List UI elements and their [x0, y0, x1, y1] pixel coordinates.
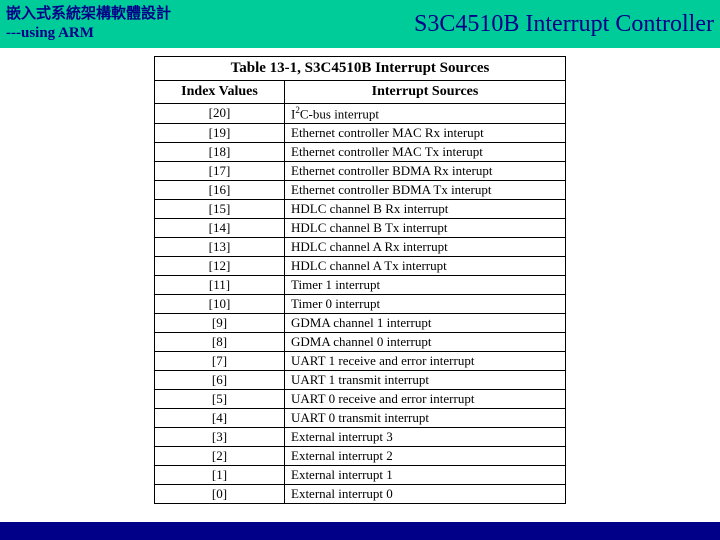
table-row: [17]Ethernet controller BDMA Rx interupt: [155, 162, 565, 181]
cell-index: [11]: [155, 276, 285, 294]
interrupt-table: Table 13-1, S3C4510B Interrupt Sources I…: [154, 56, 566, 504]
table-row: [3]External interrupt 3: [155, 428, 565, 447]
cell-source: Ethernet controller MAC Tx interupt: [285, 143, 565, 161]
cell-source: Timer 0 interrupt: [285, 295, 565, 313]
cell-source: External interrupt 2: [285, 447, 565, 465]
page-header: 嵌入式系統架構軟體設計 ---using ARM S3C4510B Interr…: [0, 0, 720, 48]
cell-index: [18]: [155, 143, 285, 161]
header-right-title: S3C4510B Interrupt Controller: [414, 11, 714, 38]
page-footer: [0, 522, 720, 540]
content-area: Table 13-1, S3C4510B Interrupt Sources I…: [0, 48, 720, 504]
cell-index: [2]: [155, 447, 285, 465]
table-row: [12]HDLC channel A Tx interrupt: [155, 257, 565, 276]
cell-source: UART 0 receive and error interrupt: [285, 390, 565, 408]
cell-source: External interrupt 1: [285, 466, 565, 484]
cell-index: [9]: [155, 314, 285, 332]
cell-source: UART 1 transmit interrupt: [285, 371, 565, 389]
col-header-index: Index Values: [155, 81, 285, 103]
header-title-cn: 嵌入式系統架構軟體設計: [6, 5, 171, 25]
table-row: [2]External interrupt 2: [155, 447, 565, 466]
cell-index: [6]: [155, 371, 285, 389]
table-row: [19]Ethernet controller MAC Rx interupt: [155, 124, 565, 143]
cell-source: GDMA channel 0 interrupt: [285, 333, 565, 351]
cell-source: I2C-bus interrupt: [285, 104, 565, 123]
table-row: [4]UART 0 transmit interrupt: [155, 409, 565, 428]
cell-source: GDMA channel 1 interrupt: [285, 314, 565, 332]
cell-index: [13]: [155, 238, 285, 256]
table-title: Table 13-1, S3C4510B Interrupt Sources: [155, 57, 565, 81]
cell-index: [8]: [155, 333, 285, 351]
cell-index: [0]: [155, 485, 285, 503]
table-header-row: Index Values Interrupt Sources: [155, 81, 565, 104]
cell-source: HDLC channel A Rx interrupt: [285, 238, 565, 256]
cell-index: [12]: [155, 257, 285, 275]
table-row: [10]Timer 0 interrupt: [155, 295, 565, 314]
table-row: [7]UART 1 receive and error interrupt: [155, 352, 565, 371]
cell-index: [10]: [155, 295, 285, 313]
cell-source: UART 0 transmit interrupt: [285, 409, 565, 427]
col-header-source: Interrupt Sources: [285, 81, 565, 103]
cell-index: [3]: [155, 428, 285, 446]
table-row: [8]GDMA channel 0 interrupt: [155, 333, 565, 352]
cell-index: [16]: [155, 181, 285, 199]
cell-index: [1]: [155, 466, 285, 484]
table-row: [20]I2C-bus interrupt: [155, 104, 565, 124]
table-row: [15]HDLC channel B Rx interrupt: [155, 200, 565, 219]
cell-source: HDLC channel B Rx interrupt: [285, 200, 565, 218]
cell-index: [15]: [155, 200, 285, 218]
table-row: [14]HDLC channel B Tx interrupt: [155, 219, 565, 238]
cell-source: External interrupt 3: [285, 428, 565, 446]
table-row: [1]External interrupt 1: [155, 466, 565, 485]
cell-source: HDLC channel B Tx interrupt: [285, 219, 565, 237]
cell-source: HDLC channel A Tx interrupt: [285, 257, 565, 275]
header-left-block: 嵌入式系統架構軟體設計 ---using ARM: [6, 5, 171, 44]
cell-index: [17]: [155, 162, 285, 180]
table-row: [13]HDLC channel A Rx interrupt: [155, 238, 565, 257]
cell-index: [7]: [155, 352, 285, 370]
table-row: [18]Ethernet controller MAC Tx interupt: [155, 143, 565, 162]
cell-index: [5]: [155, 390, 285, 408]
table-body: [20]I2C-bus interrupt[19]Ethernet contro…: [155, 104, 565, 503]
table-row: [16]Ethernet controller BDMA Tx interupt: [155, 181, 565, 200]
cell-index: [4]: [155, 409, 285, 427]
table-row: [6]UART 1 transmit interrupt: [155, 371, 565, 390]
header-subtitle: ---using ARM: [6, 24, 171, 44]
cell-source: UART 1 receive and error interrupt: [285, 352, 565, 370]
cell-source: Timer 1 interrupt: [285, 276, 565, 294]
cell-index: [19]: [155, 124, 285, 142]
table-row: [11]Timer 1 interrupt: [155, 276, 565, 295]
table-row: [9]GDMA channel 1 interrupt: [155, 314, 565, 333]
cell-index: [14]: [155, 219, 285, 237]
table-row: [5]UART 0 receive and error interrupt: [155, 390, 565, 409]
table-row: [0]External interrupt 0: [155, 485, 565, 503]
cell-source: Ethernet controller BDMA Tx interupt: [285, 181, 565, 199]
cell-source: Ethernet controller BDMA Rx interupt: [285, 162, 565, 180]
cell-index: [20]: [155, 104, 285, 123]
cell-source: External interrupt 0: [285, 485, 565, 503]
cell-source: Ethernet controller MAC Rx interupt: [285, 124, 565, 142]
